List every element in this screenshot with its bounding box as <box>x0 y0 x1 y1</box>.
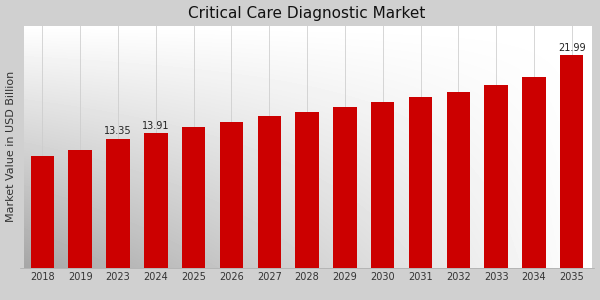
Text: 21.99: 21.99 <box>558 43 586 52</box>
Bar <box>333 107 356 268</box>
Title: Critical Care Diagnostic Market: Critical Care Diagnostic Market <box>188 6 426 21</box>
Bar <box>522 77 545 268</box>
Bar <box>182 128 205 268</box>
Bar <box>560 55 583 268</box>
Bar <box>409 98 432 268</box>
Text: 13.35: 13.35 <box>104 126 132 136</box>
Bar <box>31 156 54 268</box>
Bar <box>68 150 92 268</box>
Y-axis label: Market Value in USD Billion: Market Value in USD Billion <box>5 71 16 222</box>
Bar <box>484 85 508 268</box>
Text: 13.91: 13.91 <box>142 121 170 131</box>
Bar <box>106 139 130 268</box>
Bar <box>144 133 167 268</box>
Bar <box>446 92 470 268</box>
Bar <box>295 112 319 268</box>
Bar <box>220 122 243 268</box>
Bar <box>257 116 281 268</box>
Bar <box>371 102 394 268</box>
